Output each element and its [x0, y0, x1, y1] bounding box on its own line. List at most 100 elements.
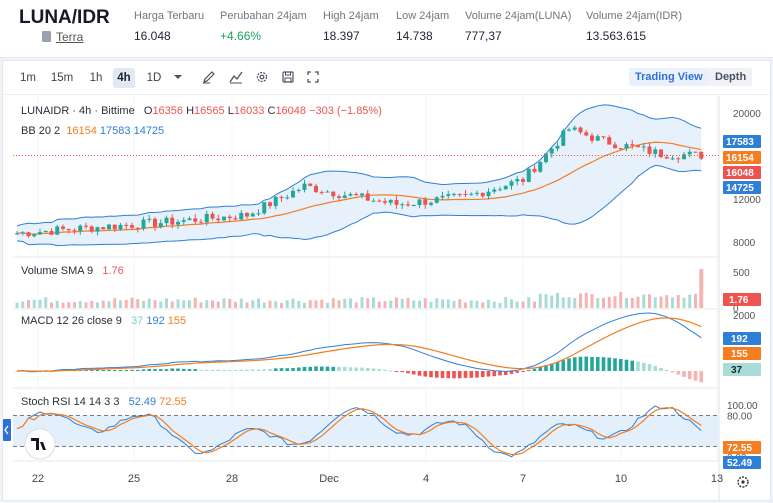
- macd-histogram-bar: [641, 362, 646, 371]
- draw-pencil-icon[interactable]: [202, 70, 216, 84]
- volume-bar: [487, 299, 490, 308]
- bb-legend: BB 20 2 16154 17583 14725: [21, 125, 164, 137]
- stoch-band-fill: [13, 415, 719, 447]
- macd-tag-value: 192: [731, 334, 748, 345]
- macd-histogram-bar: [130, 369, 134, 371]
- volume-bar: [395, 297, 398, 308]
- depth-tab[interactable]: Depth: [709, 68, 753, 86]
- macd-histogram-bar: [544, 365, 548, 371]
- volume-bar: [170, 301, 174, 308]
- macd-histogram-bar: [434, 371, 439, 378]
- macd-histogram-bar: [515, 371, 520, 373]
- chevron-down-icon[interactable]: [171, 70, 185, 84]
- volume-bar: [354, 302, 358, 308]
- candle-body: [325, 191, 330, 193]
- candle-body: [463, 193, 468, 195]
- candle-body: [204, 213, 209, 223]
- macd-histogram-bar: [95, 369, 100, 371]
- price-tag-value: 16048: [726, 168, 754, 179]
- time-axis-label: 13: [711, 473, 723, 485]
- macd-histogram-bar: [360, 367, 364, 371]
- symbol-legend: LUNAIDR · 4h · Bittime O16356 H16565 L16…: [21, 105, 382, 117]
- candle-body: [394, 199, 399, 205]
- interval-1d[interactable]: 1D: [146, 72, 162, 84]
- candle-body: [509, 181, 514, 186]
- interval-1m[interactable]: 1m: [20, 72, 36, 84]
- chart-plot-area[interactable]: 22 25 28 Dec 4 7 10 132000012000800017583161541…: [3, 96, 770, 501]
- macd-histogram-bar: [107, 369, 111, 371]
- candle-body: [130, 225, 134, 228]
- interval-15m[interactable]: 15m: [50, 72, 74, 84]
- volume-bar: [596, 297, 600, 308]
- volume-bar: [423, 298, 427, 308]
- volume-bar: [498, 302, 502, 308]
- tradingview-logo: [24, 428, 56, 460]
- macd-histogram-bar: [526, 369, 531, 371]
- macd-histogram-bar: [112, 370, 117, 372]
- interval-4h[interactable]: 4h: [113, 68, 135, 88]
- macd-histogram-bar: [618, 358, 623, 371]
- stoch-d-value: 72.55: [159, 396, 187, 408]
- macd-tag: [723, 363, 761, 376]
- volume-bar: [584, 292, 588, 308]
- bb-basis-value: 16154: [66, 125, 97, 137]
- volume-bar: [153, 300, 157, 308]
- candle-body: [331, 191, 336, 197]
- save-disk-icon[interactable]: [281, 70, 295, 84]
- candle-body: [78, 225, 83, 231]
- candle-body: [624, 144, 629, 149]
- base-asset-label[interactable]: Terra: [56, 30, 84, 44]
- macd-histogram-bar: [342, 366, 347, 371]
- macd-histogram-bar: [268, 368, 272, 371]
- macd-histogram-bar: [245, 369, 249, 371]
- volume-bar: [464, 302, 467, 308]
- macd-histogram-bar: [647, 364, 652, 371]
- candle-body: [273, 196, 278, 206]
- volume-bar: [659, 296, 663, 308]
- candle-body: [181, 220, 186, 222]
- settings-gear-icon[interactable]: [255, 70, 269, 84]
- base-asset-link[interactable]: Terra: [42, 30, 83, 44]
- volume-bar: [418, 300, 421, 308]
- volume-bar: [199, 302, 203, 308]
- logo-mark: [31, 438, 46, 450]
- candle-body: [417, 199, 422, 205]
- volume-bar: [642, 294, 646, 308]
- macd-histogram-bar: [164, 369, 169, 371]
- volume-bar: [228, 298, 232, 308]
- candle-body: [164, 217, 169, 224]
- time-axis-label: 25: [128, 473, 140, 485]
- volume-tag-value: 1.76: [729, 295, 749, 306]
- volume-bar: [648, 294, 651, 308]
- stoch-legend-label: Stoch RSI 14 14 3 3: [21, 396, 120, 408]
- side-panel-handle: [3, 419, 11, 441]
- candle-body: [308, 183, 313, 186]
- macd-histogram-bar: [636, 361, 640, 371]
- candle-body: [601, 136, 606, 138]
- volume-bar: [492, 301, 496, 308]
- volume-bar: [234, 301, 237, 308]
- fullscreen-icon[interactable]: [306, 70, 320, 84]
- ohlc-l-label: L: [227, 105, 234, 117]
- macd-histogram-bar: [411, 371, 416, 375]
- macd-histogram-bar: [233, 369, 238, 371]
- interval-1h[interactable]: 1h: [89, 72, 103, 84]
- macd-histogram-bar: [555, 361, 560, 371]
- trading-view-tab[interactable]: Trading View: [629, 68, 709, 86]
- volume-bar: [343, 298, 347, 308]
- bb-upper-value: 17583: [99, 125, 131, 137]
- candle-body: [262, 202, 267, 214]
- stat-value: 13.563.615: [586, 29, 647, 43]
- macd-histogram-bar: [509, 371, 514, 374]
- volume-bar: [147, 298, 151, 308]
- candle-body: [135, 227, 140, 229]
- volume-bar: [73, 302, 76, 308]
- macd-legend: MACD 12 26 close 9 37 192 155: [21, 315, 186, 327]
- candle-body: [475, 192, 479, 194]
- indicators-icon[interactable]: [229, 70, 243, 84]
- candle-body: [498, 189, 502, 191]
- volume-bar: [44, 297, 48, 308]
- price-tag-value: 14725: [726, 183, 754, 194]
- ohlc-h-label: H: [186, 105, 195, 117]
- candle-body: [15, 233, 19, 235]
